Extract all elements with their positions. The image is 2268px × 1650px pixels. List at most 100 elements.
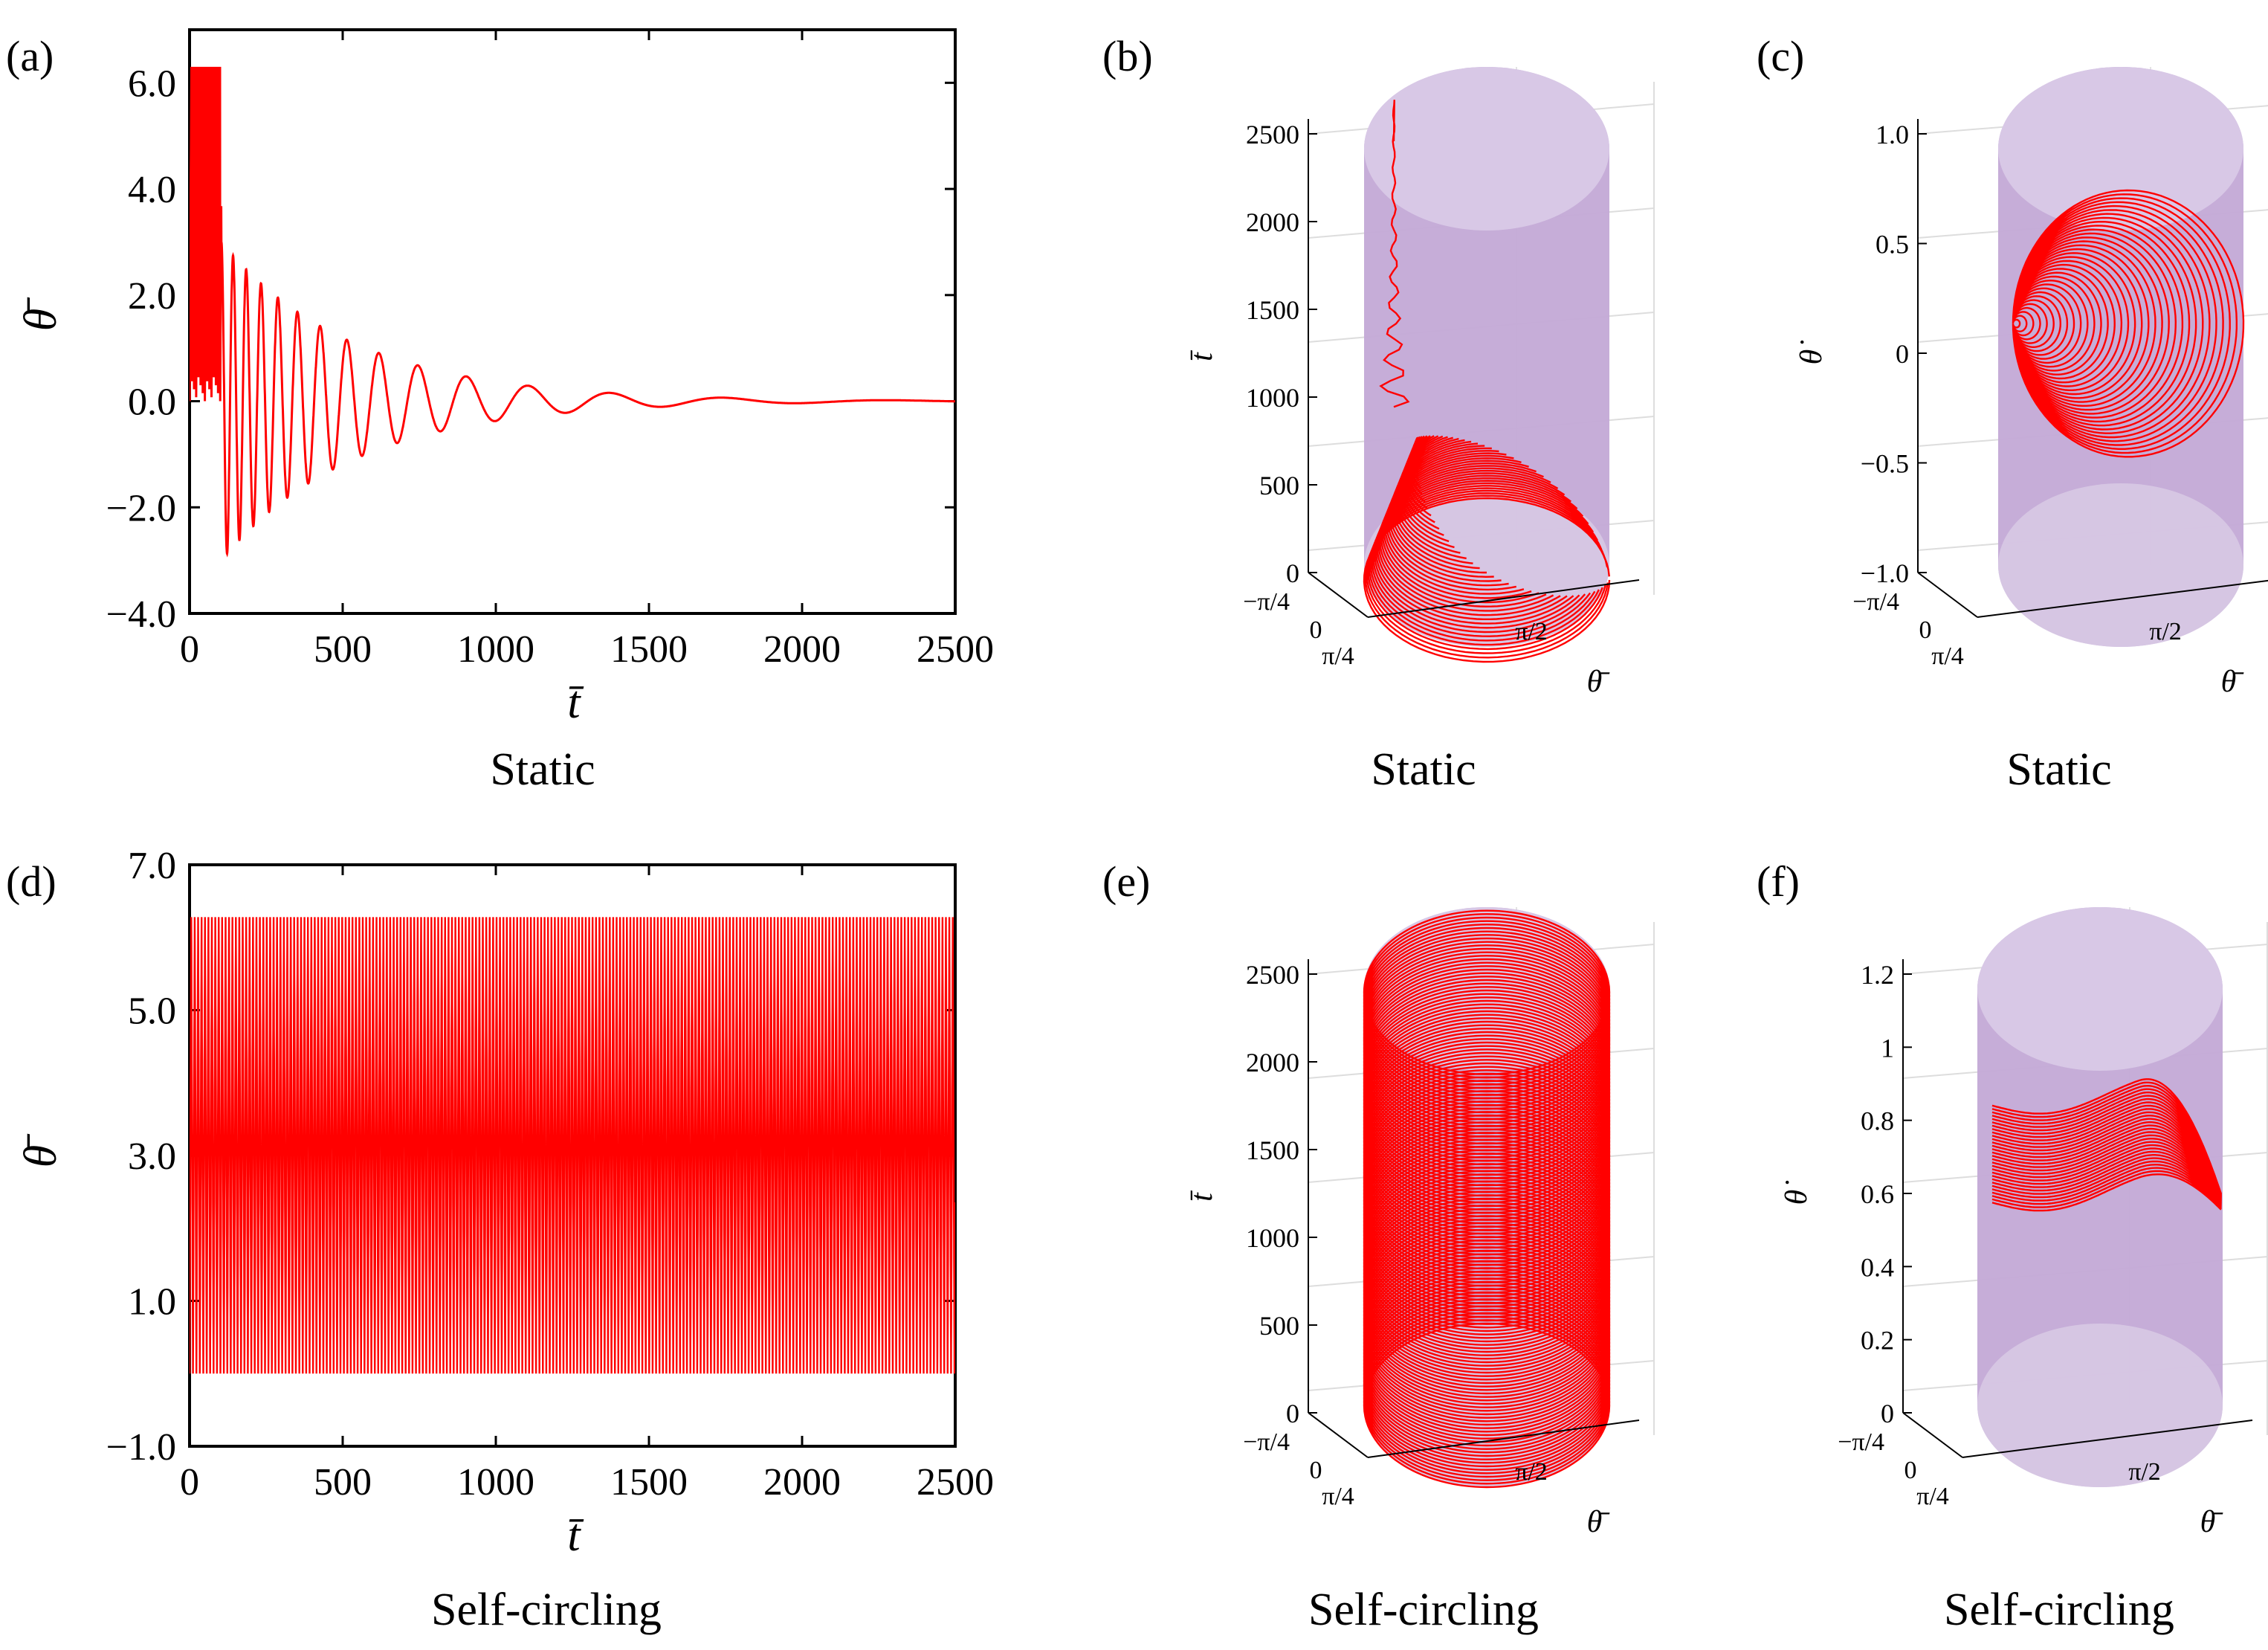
base-tick-label: π/2 [2149,618,2182,645]
z-axis: 0 500 1000 1500 2000 2500 t̄ [1185,959,1317,1428]
trajectory [2012,189,2245,458]
plot-frame-a [188,28,957,615]
x-tick-label: 500 [314,628,372,671]
trajectory [1363,100,1611,663]
z-axis: −1.0 −0.5 0 0.5 1.0 θ̇ [1794,119,1927,588]
z-tick-label: 2000 [1246,1048,1299,1077]
panel-f: (f)00.20.40.60.811.2θ̇−π/40π/4π/2θ̄Self-… [1757,857,2268,1635]
y-axis-label-a: θ̄ [16,297,66,331]
x-base-axis [1962,1419,2253,1458]
base-tick-label: 0 [1919,616,1932,644]
caption-a: Static [490,744,595,795]
y-axis-ticks-d: −1.0 1.0 3.0 5.0 7.0 [106,845,955,1469]
base-axes: −π/4 0π/4 π/2 θ̄ [1243,572,1640,699]
trajectory [1991,1078,2223,1212]
base-tick-label: −π/4 [1243,588,1290,616]
z-tick-label: 0 [1881,1399,1894,1428]
z-tick-label: 1.2 [1861,960,1894,990]
x-tick-label: 1000 [457,1461,534,1504]
base-tick-label: −π/4 [1838,1428,1884,1456]
base-tick-label: 0 [1904,1457,1917,1484]
z-tick-label: −1.0 [1861,558,1909,588]
y-tick-label: −4.0 [106,593,176,636]
z-tick-label: 0.8 [1861,1106,1894,1136]
caption: Self-circling [1308,1585,1539,1635]
z-tick-label: 0 [1286,1399,1299,1428]
y-base-axis [1308,572,1369,618]
base-tick-label: π/2 [1515,618,1548,645]
z-tick-label: 2000 [1246,207,1299,237]
y-tick-label: −1.0 [106,1426,176,1469]
panel-c: (c)−1.0−0.500.51.0θ̇−π/40π/4π/2θ̄Static [1757,32,2268,795]
x-tick-label: 2500 [917,1461,994,1504]
panel-label-d: (d) [6,857,56,906]
panel-label: (b) [1102,32,1153,80]
panel-e: (e)05001000150020002500t̄−π/40π/4π/2θ̄Se… [1102,857,1655,1635]
z-tick-label: 1000 [1246,383,1299,413]
y-tick-label: 4.0 [128,169,176,211]
x-tick-label: 2000 [763,628,841,671]
z-axis-label: t̄ [1185,1190,1219,1202]
theta-series-d [190,917,955,1374]
x-tick-label: 1500 [610,1461,688,1504]
z-tick-label: 1.0 [1876,120,1909,149]
z-tick-label: 1500 [1246,1135,1299,1165]
cylinder-top [1977,907,2223,1071]
x-tick-label: 1000 [457,628,534,671]
base-tick-label: −π/4 [1243,1428,1290,1456]
z-tick-label: 500 [1259,1311,1299,1341]
base-axis-label: θ̄ [1587,665,1611,699]
y-tick-label: 0.0 [128,381,176,424]
x-axis-ticks-d: 0 500 1000 1500 2000 2500 [180,865,994,1504]
base-tick-label: π/2 [1515,1458,1548,1486]
trajectory [1363,909,1611,1489]
y-tick-label: −2.0 [106,487,176,529]
caption: Self-circling [1944,1585,2174,1635]
base-tick-label: 0 [1310,1457,1322,1484]
z-axis: 0 0.2 0.4 0.6 0.8 1 1.2 θ̇ [1780,959,1912,1428]
caption: Static [1371,744,1476,795]
x-tick-label: 500 [314,1461,372,1504]
y-base-axis [1308,1412,1369,1458]
z-tick-label: 0.2 [1861,1326,1894,1356]
base-tick-label: −π/4 [1852,588,1899,616]
z-axis-label: t̄ [1185,349,1219,361]
x-axis-label-d: t̄ [567,1510,584,1561]
base-tick-label: 0 [1310,616,1322,644]
y-base-axis [1917,572,1978,618]
x-base-axis [1367,1419,1640,1458]
panel-label: (f) [1757,857,1800,906]
z-axis: 0 500 1000 1500 2000 2500 t̄ [1185,119,1317,588]
base-axis-label: θ̄ [2200,1505,2224,1539]
z-tick-label: 0.5 [1876,230,1909,260]
z-tick-label: −0.5 [1861,449,1909,479]
x-tick-label: 2500 [917,628,994,671]
y-tick-label: 5.0 [128,990,176,1033]
x-tick-label: 0 [180,1461,199,1504]
base-axes: −π/4 0π/4 π/2 θ̄ [1852,572,2268,699]
y-tick-label: 3.0 [128,1135,176,1178]
x-tick-label: 1500 [610,628,688,671]
base-axis-label: θ̄ [1587,1505,1611,1539]
z-tick-label: 1 [1881,1033,1894,1063]
base-axis-label: θ̄ [2221,665,2245,699]
y-tick-label: 1.0 [128,1281,176,1324]
panel-label-a: (a) [6,32,54,80]
x-tick-label: 0 [180,628,199,671]
y-tick-label: 2.0 [128,275,176,318]
z-tick-label: 0 [1896,339,1909,369]
y-tick-label: 6.0 [128,62,176,105]
y-base-axis [1902,1412,1963,1458]
y-axis-label-d: θ̄ [16,1133,66,1167]
base-tick-label: π/4 [1916,1483,1949,1510]
z-tick-label: 0.4 [1861,1252,1894,1282]
base-tick-label: π/4 [1931,642,1964,670]
x-axis-label-a: t̄ [567,677,584,728]
panel-label: (e) [1102,857,1150,906]
x-base-axis [1367,579,1640,618]
y-tick-label: 7.0 [128,845,176,887]
base-tick-label: π/2 [2128,1458,2161,1486]
theta-series-a [190,66,955,558]
cylinder-top [1998,67,2243,231]
